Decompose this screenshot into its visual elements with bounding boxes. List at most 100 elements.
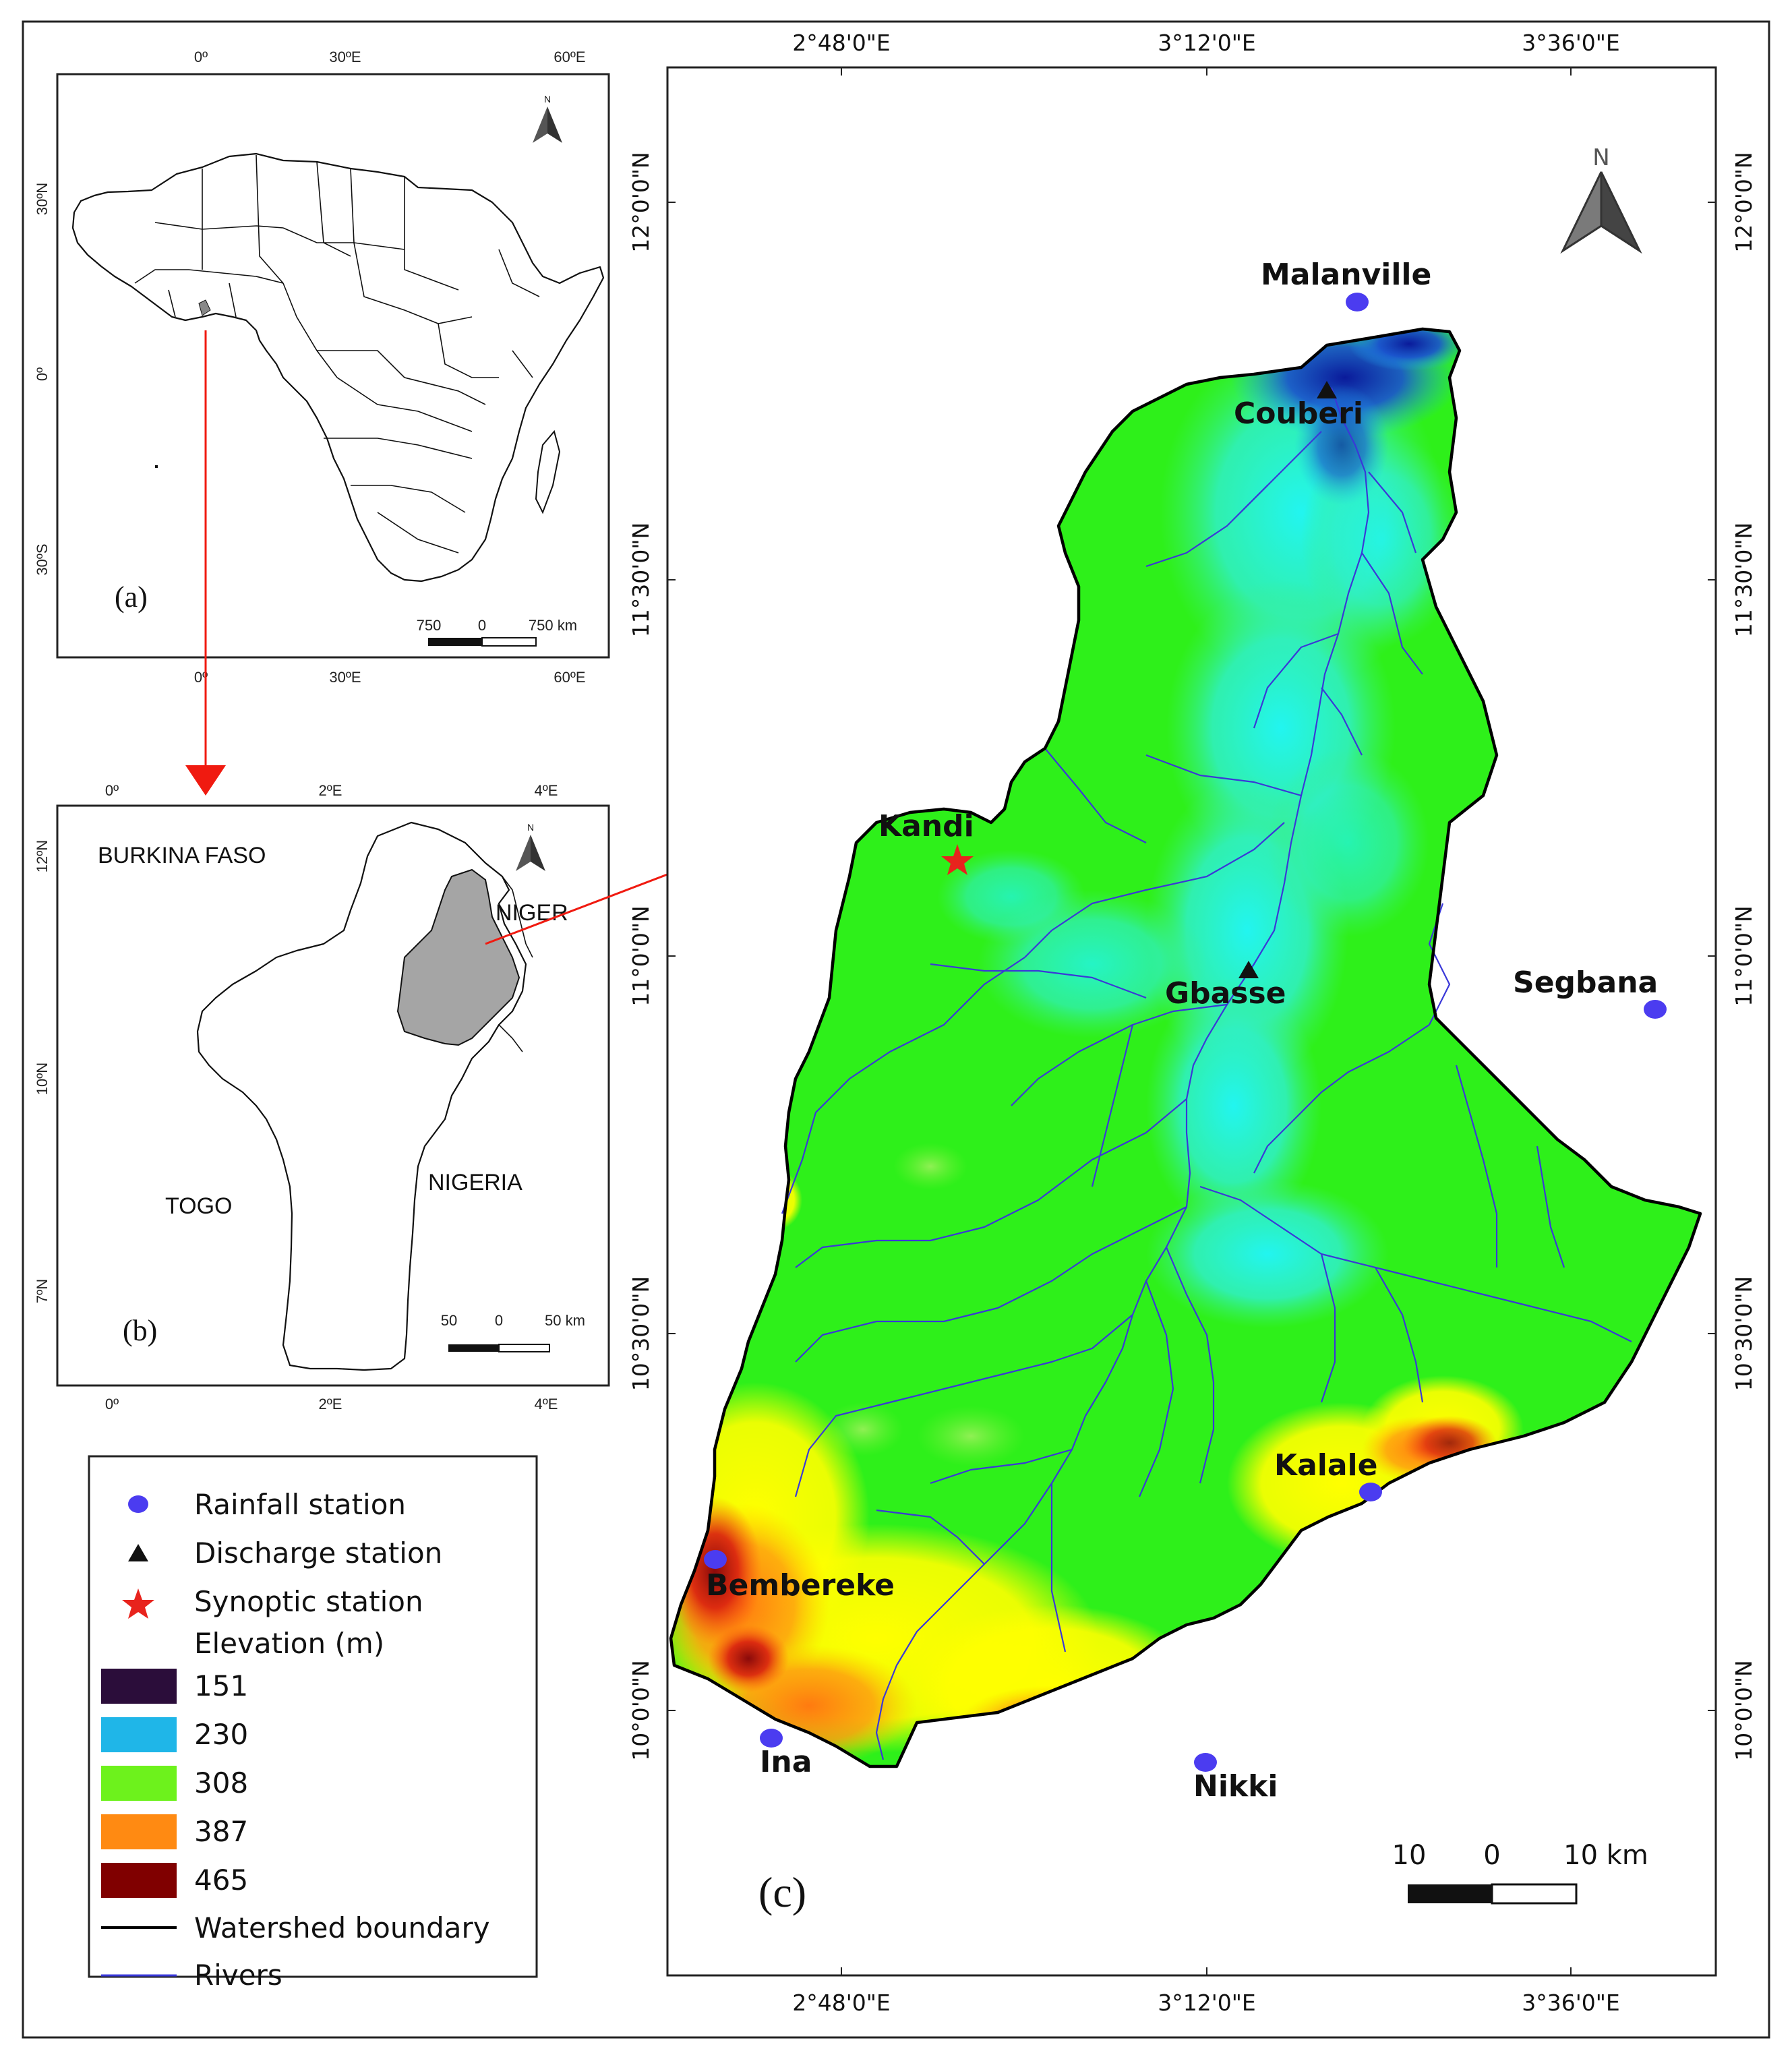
legend-swatch-230 bbox=[101, 1717, 177, 1752]
gbasse-station-marker bbox=[1238, 961, 1259, 978]
river-trib bbox=[1361, 552, 1423, 675]
legend-boundary-label: Watershed boundary bbox=[194, 1911, 490, 1944]
legend-class-label: 151 bbox=[194, 1669, 248, 1702]
legend-rainfall-label: Rainfall station bbox=[194, 1488, 406, 1521]
river-trib bbox=[1455, 1065, 1498, 1268]
river-trib bbox=[1536, 1145, 1565, 1268]
malanville-label: Malanville bbox=[1261, 258, 1431, 292]
river-trib bbox=[1138, 1280, 1174, 1497]
kalale-label: Kalale bbox=[1274, 1448, 1377, 1483]
label-niger: NIGER bbox=[496, 900, 568, 926]
africa-outline bbox=[71, 152, 605, 583]
island-dot bbox=[155, 465, 158, 468]
panel-b-north-arrow: N bbox=[516, 822, 545, 871]
label-togo: TOGO bbox=[165, 1193, 233, 1219]
malanville-station-marker bbox=[1346, 293, 1369, 311]
panel-a-bottom-tick: 60ºE bbox=[554, 669, 585, 686]
panel-a-north-arrow: N bbox=[533, 94, 562, 143]
river-trib bbox=[781, 957, 1025, 1214]
benin-marker bbox=[198, 299, 211, 316]
legend-synoptic-label: Synoptic station bbox=[194, 1585, 423, 1618]
arrow-a-to-b bbox=[185, 330, 226, 796]
panel-c-right-tick: 10°0'0"N bbox=[1731, 1660, 1757, 1760]
panel-c-top-tick: 2°48'0"E bbox=[792, 30, 891, 56]
benin-neighbour-borders bbox=[498, 876, 533, 1052]
legend-swatch-465 bbox=[101, 1863, 177, 1898]
panel-c-left-tick: 11°30'0"N bbox=[628, 523, 654, 637]
panel-b-left-tick: 7ºN bbox=[34, 1279, 51, 1303]
bembereke-label: Bembereke bbox=[706, 1568, 895, 1603]
river-trib bbox=[1375, 1267, 1424, 1403]
river-trib bbox=[1253, 632, 1339, 729]
panel-c-scale-bar: 10 0 10 km bbox=[1392, 1840, 1648, 1905]
panel-a-bottom-tick: 0º bbox=[194, 669, 208, 686]
river-trib bbox=[1044, 748, 1147, 843]
nikki-label: Nikki bbox=[1193, 1769, 1278, 1803]
panel-b-left-tick: 12ºN bbox=[34, 840, 51, 872]
panel-c-label: (c) bbox=[758, 1868, 806, 1916]
madagascar-outline bbox=[535, 429, 561, 514]
gbasse-label: Gbasse bbox=[1165, 976, 1286, 1011]
panel-c-right-tick: 10°30'0"N bbox=[1731, 1276, 1757, 1391]
kandi-label: Kandi bbox=[878, 809, 974, 843]
svg-text:10: 10 bbox=[1392, 1840, 1427, 1871]
panel-c-right-tick: 11°0'0"N bbox=[1731, 905, 1757, 1006]
panel-c-bottom-tick: 2°48'0"E bbox=[792, 1990, 891, 2016]
river-trib bbox=[1165, 1247, 1215, 1484]
ina-label: Ina bbox=[760, 1745, 812, 1779]
legend-discharge-label: Discharge station bbox=[194, 1537, 442, 1570]
segbana-label: Segbana bbox=[1513, 965, 1658, 1000]
legend-swatch-308 bbox=[101, 1766, 177, 1801]
panel-c-left-tick: 11°0'0"N bbox=[628, 905, 654, 1006]
legend-class-label: 387 bbox=[194, 1815, 248, 1848]
svg-text:50: 50 bbox=[441, 1312, 457, 1329]
bembereke-station-marker bbox=[704, 1550, 727, 1569]
panel-c-bottom-tick: 3°12'0"E bbox=[1158, 1990, 1256, 2016]
svg-text:750: 750 bbox=[417, 617, 442, 634]
stations: Malanville Couberi Kandi Gbasse Segbana … bbox=[704, 258, 1667, 1803]
river-trib bbox=[1091, 1024, 1134, 1187]
panel-c-right-tick: 11°30'0"N bbox=[1731, 523, 1757, 637]
svg-text:50 km: 50 km bbox=[545, 1312, 585, 1329]
river-trib bbox=[1145, 754, 1302, 797]
panel-c-top-tick: 3°36'0"E bbox=[1522, 30, 1620, 56]
panel-a-bottom-tick: 30ºE bbox=[329, 669, 361, 686]
panel-c-left-tick: 10°30'0"N bbox=[628, 1276, 654, 1391]
legend-rainfall-symbol bbox=[128, 1495, 148, 1513]
river-trib bbox=[1145, 485, 1268, 568]
panel-c-tick-marks bbox=[667, 67, 1716, 1975]
panel-b-scale-bar: 50 0 50 km bbox=[441, 1312, 585, 1352]
couberi-station-marker bbox=[1317, 381, 1337, 398]
panel-b-top-tick: 4ºE bbox=[535, 782, 558, 799]
river-trib bbox=[795, 1098, 1187, 1268]
panel-c-north-arrow: N bbox=[1560, 144, 1642, 254]
river-trib bbox=[1320, 1253, 1336, 1403]
benin-basin-shape bbox=[396, 868, 520, 1046]
svg-text:10 km: 10 km bbox=[1563, 1840, 1648, 1871]
legend-swatch-151 bbox=[101, 1669, 177, 1704]
panel-a-left-tick: 30ºS bbox=[34, 543, 51, 575]
river-trib bbox=[930, 963, 1147, 999]
panel-b-bottom-tick: 0º bbox=[105, 1396, 119, 1412]
panel-a-left-tick: 30ºN bbox=[34, 183, 51, 215]
legend-class-label: 465 bbox=[194, 1864, 248, 1897]
river-trib bbox=[795, 1206, 1187, 1363]
legend: Rainfall station Discharge station Synop… bbox=[88, 1455, 538, 1992]
ina-station-marker bbox=[760, 1729, 783, 1748]
kandi-station-marker bbox=[941, 844, 974, 875]
svg-text:0: 0 bbox=[1483, 1840, 1500, 1871]
river-trib bbox=[1253, 1024, 1430, 1174]
river-trib bbox=[1024, 822, 1285, 958]
panel-b-benin: 0º 2ºE 4ºE 0º 2ºE 4ºE 12ºN 10ºN 7ºN BURK… bbox=[34, 782, 610, 1412]
panel-a-label: (a) bbox=[115, 580, 148, 614]
svg-text:0: 0 bbox=[478, 617, 486, 634]
legend-class-label: 230 bbox=[194, 1718, 248, 1751]
kalale-station-marker bbox=[1359, 1483, 1382, 1501]
nikki-station-marker bbox=[1194, 1753, 1217, 1772]
svg-text:N: N bbox=[527, 822, 534, 833]
panel-c-basin: 2°48'0"E 3°12'0"E 3°36'0"E 2°48'0"E 3°12… bbox=[628, 30, 1757, 2016]
panel-a-top-tick: 0º bbox=[194, 49, 208, 65]
legend-swatch-387 bbox=[101, 1814, 177, 1849]
africa-borders bbox=[134, 154, 540, 554]
